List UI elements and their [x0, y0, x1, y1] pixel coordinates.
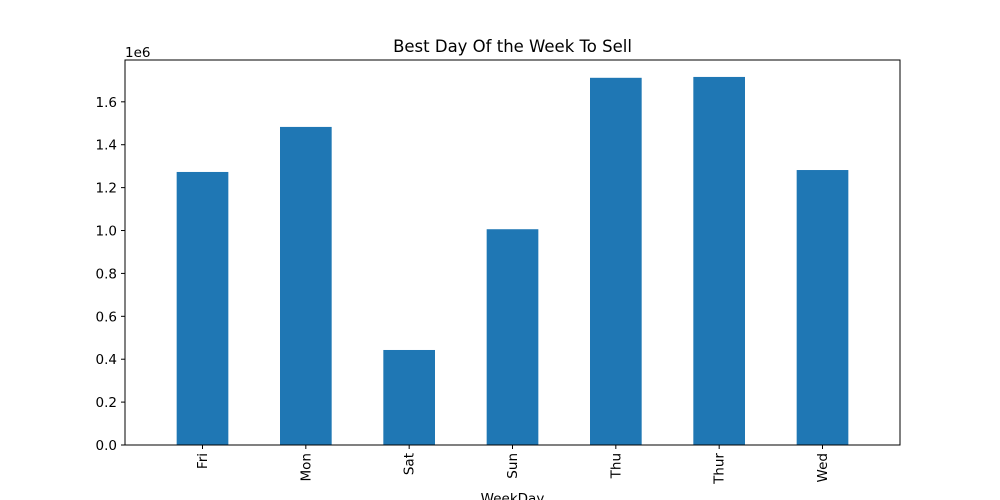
y-axis-scale-label: 1e6 — [125, 45, 150, 61]
y-tick-label: 0.0 — [96, 438, 117, 454]
y-axis: 0.0 0.2 0.4 0.6 0.8 1.0 1.2 1.4 1.6 — [96, 95, 125, 454]
chart-title: Best Day Of the Week To Sell — [393, 37, 632, 56]
x-tick-label-fri: Fri — [195, 453, 211, 469]
x-tick-label-wed: Wed — [815, 453, 831, 482]
x-tick-label-sat: Sat — [402, 453, 418, 475]
y-tick-label: 0.8 — [96, 266, 117, 282]
bar-fri — [176, 171, 229, 445]
y-tick-label: 1.0 — [96, 224, 117, 240]
y-tick-label: 1.4 — [96, 138, 117, 154]
x-tick-label-mon: Mon — [298, 453, 314, 481]
y-tick-label: 0.6 — [96, 309, 117, 325]
bar-series — [176, 76, 849, 446]
y-tick-label: 0.4 — [96, 352, 117, 368]
x-axis-label: WeekDay — [481, 491, 545, 500]
x-tick-label-thur: Thur — [712, 453, 728, 485]
y-tick-label: 0.2 — [96, 395, 117, 411]
bar-thur — [693, 76, 745, 445]
y-tick-label: 1.6 — [96, 95, 117, 111]
bar-sat — [383, 349, 435, 445]
y-tick-label: 1.2 — [96, 181, 117, 197]
x-tick-label-sun: Sun — [505, 453, 521, 479]
x-tick-label-thu: Thu — [608, 453, 624, 479]
bar-wed — [796, 170, 849, 445]
x-axis: Fri Mon Sat Sun Thu Thur Wed — [195, 445, 831, 485]
plot-frame — [124, 59, 901, 446]
bar-sun — [486, 229, 539, 445]
bar-mon — [280, 126, 332, 446]
bar-thu — [590, 77, 642, 446]
